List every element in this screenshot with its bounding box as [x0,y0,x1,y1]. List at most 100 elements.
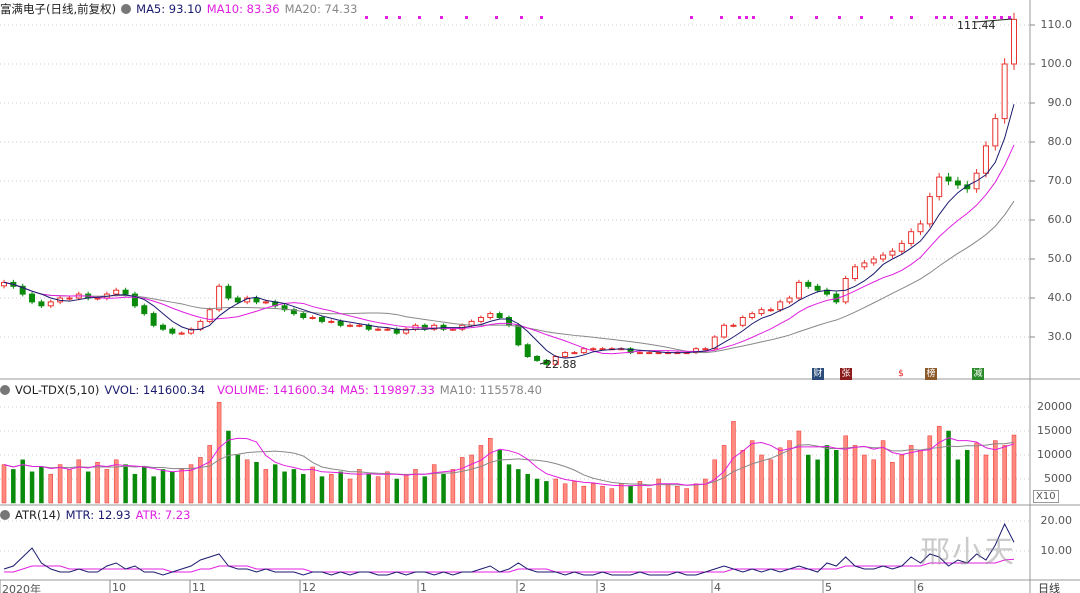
volume-bar [422,476,428,504]
volume-bar [749,440,755,504]
volume-bar [572,481,577,504]
candle-body [281,305,288,311]
volume-tick-label: 20000 [1037,400,1072,413]
volume-bar [263,469,269,504]
low-pointer [539,361,548,365]
volume-ma5-line [3,437,1015,487]
signal-marker [495,16,498,19]
candle-body [964,184,971,190]
volume-bar [852,445,858,504]
volume-bar [291,469,297,504]
date-tick-label: 11 [192,581,206,593]
candle-body [206,309,213,322]
volume-bar [1,464,7,504]
volume-bar [1002,445,1007,504]
candle-body [562,352,569,358]
volume-bar [216,401,222,504]
volume-header: VOL-TDX(5,10) VVOL: 141600.34 VOLUME: 1416… [0,383,547,397]
candle-body [852,266,859,279]
volume-bar [123,464,128,504]
volume-bar [581,485,587,504]
signal-marker [935,16,938,19]
candle-body [225,285,232,299]
candle-body [777,301,784,311]
volume-bar [357,469,362,504]
date-tick-label: 3 [599,581,606,593]
volume-bar [703,478,708,504]
volume-tick-label: 10000 [1037,448,1072,461]
candle-body [234,297,241,303]
volume-bar [908,445,914,504]
date-tick-label: 6 [917,581,924,593]
ma10-label: MA10: 83.36 [206,2,280,16]
event-marker-icon[interactable]: $ [898,369,904,379]
candle-body [131,293,138,307]
volume-bar [927,435,933,504]
volume-bar [76,459,82,504]
event-marker-icon[interactable]: 减 [972,368,984,380]
candle-body [702,348,709,351]
volume-bar [759,454,764,504]
x10-scale-label: X10 [1033,490,1059,503]
volume-bar [665,483,671,504]
candle-body [739,317,746,326]
signal-marker [440,16,443,19]
candle-body [47,301,54,307]
event-marker-icon[interactable]: 榜 [925,368,937,380]
volume-bar [403,473,409,504]
volume-bar [637,481,643,504]
volume-bar [385,471,390,504]
candle-body [580,348,587,354]
volume-bar [824,445,830,504]
price-tick-label: 90.0 [1047,96,1073,109]
volume-bar [516,469,521,504]
candle-body [749,313,756,319]
volume-bar [562,483,568,504]
event-marker-icon[interactable]: 财 [812,368,824,380]
atr-line [4,558,1015,573]
candle-body [309,317,316,319]
signal-marker [815,16,818,19]
signal-marker [1000,16,1003,19]
price-tick-label: 110.0 [1040,18,1073,31]
stock-title: 富满电子(日线,前复权) [0,2,117,16]
candle-body [328,320,335,323]
candle-body [880,254,887,260]
volume-bar [553,478,559,504]
settings-icon[interactable] [0,385,10,395]
price-header: 富满电子(日线,前复权) MA5: 93.10 MA10: 83.36 MA20: 7… [0,1,362,17]
volume-bar [301,473,306,504]
candle-body [449,328,456,331]
volume-bar [740,449,746,504]
candle-body [599,348,606,351]
candle-body [384,328,391,331]
volume-bar [955,459,961,504]
settings-icon[interactable] [121,4,132,14]
candle-body [300,313,307,319]
volume-bar [544,481,549,504]
period-tab[interactable]: 日线 [1038,582,1060,593]
signal-marker [993,16,996,19]
volume-bar [506,464,512,504]
event-marker-icon[interactable]: 张 [840,368,852,380]
candle-body [908,231,915,244]
volume-bar [880,440,886,504]
volume-bar [684,488,689,504]
vvol-label: VVOL: 141600.34 [104,383,206,397]
candle-body [356,324,363,327]
volume-bar [731,421,736,504]
settings-icon[interactable] [0,510,10,520]
volume-bar [347,478,353,504]
candle-body [730,324,737,327]
signal-marker [540,16,543,19]
volume-tick-label: 15000 [1037,424,1072,437]
volume-bar [862,454,867,504]
volume-bar [319,476,325,504]
volume-bar [282,471,287,504]
volume-bar [899,454,905,504]
candle-body [178,332,185,335]
price-tick-label: 80.0 [1047,135,1073,148]
signal-marker [720,16,723,19]
